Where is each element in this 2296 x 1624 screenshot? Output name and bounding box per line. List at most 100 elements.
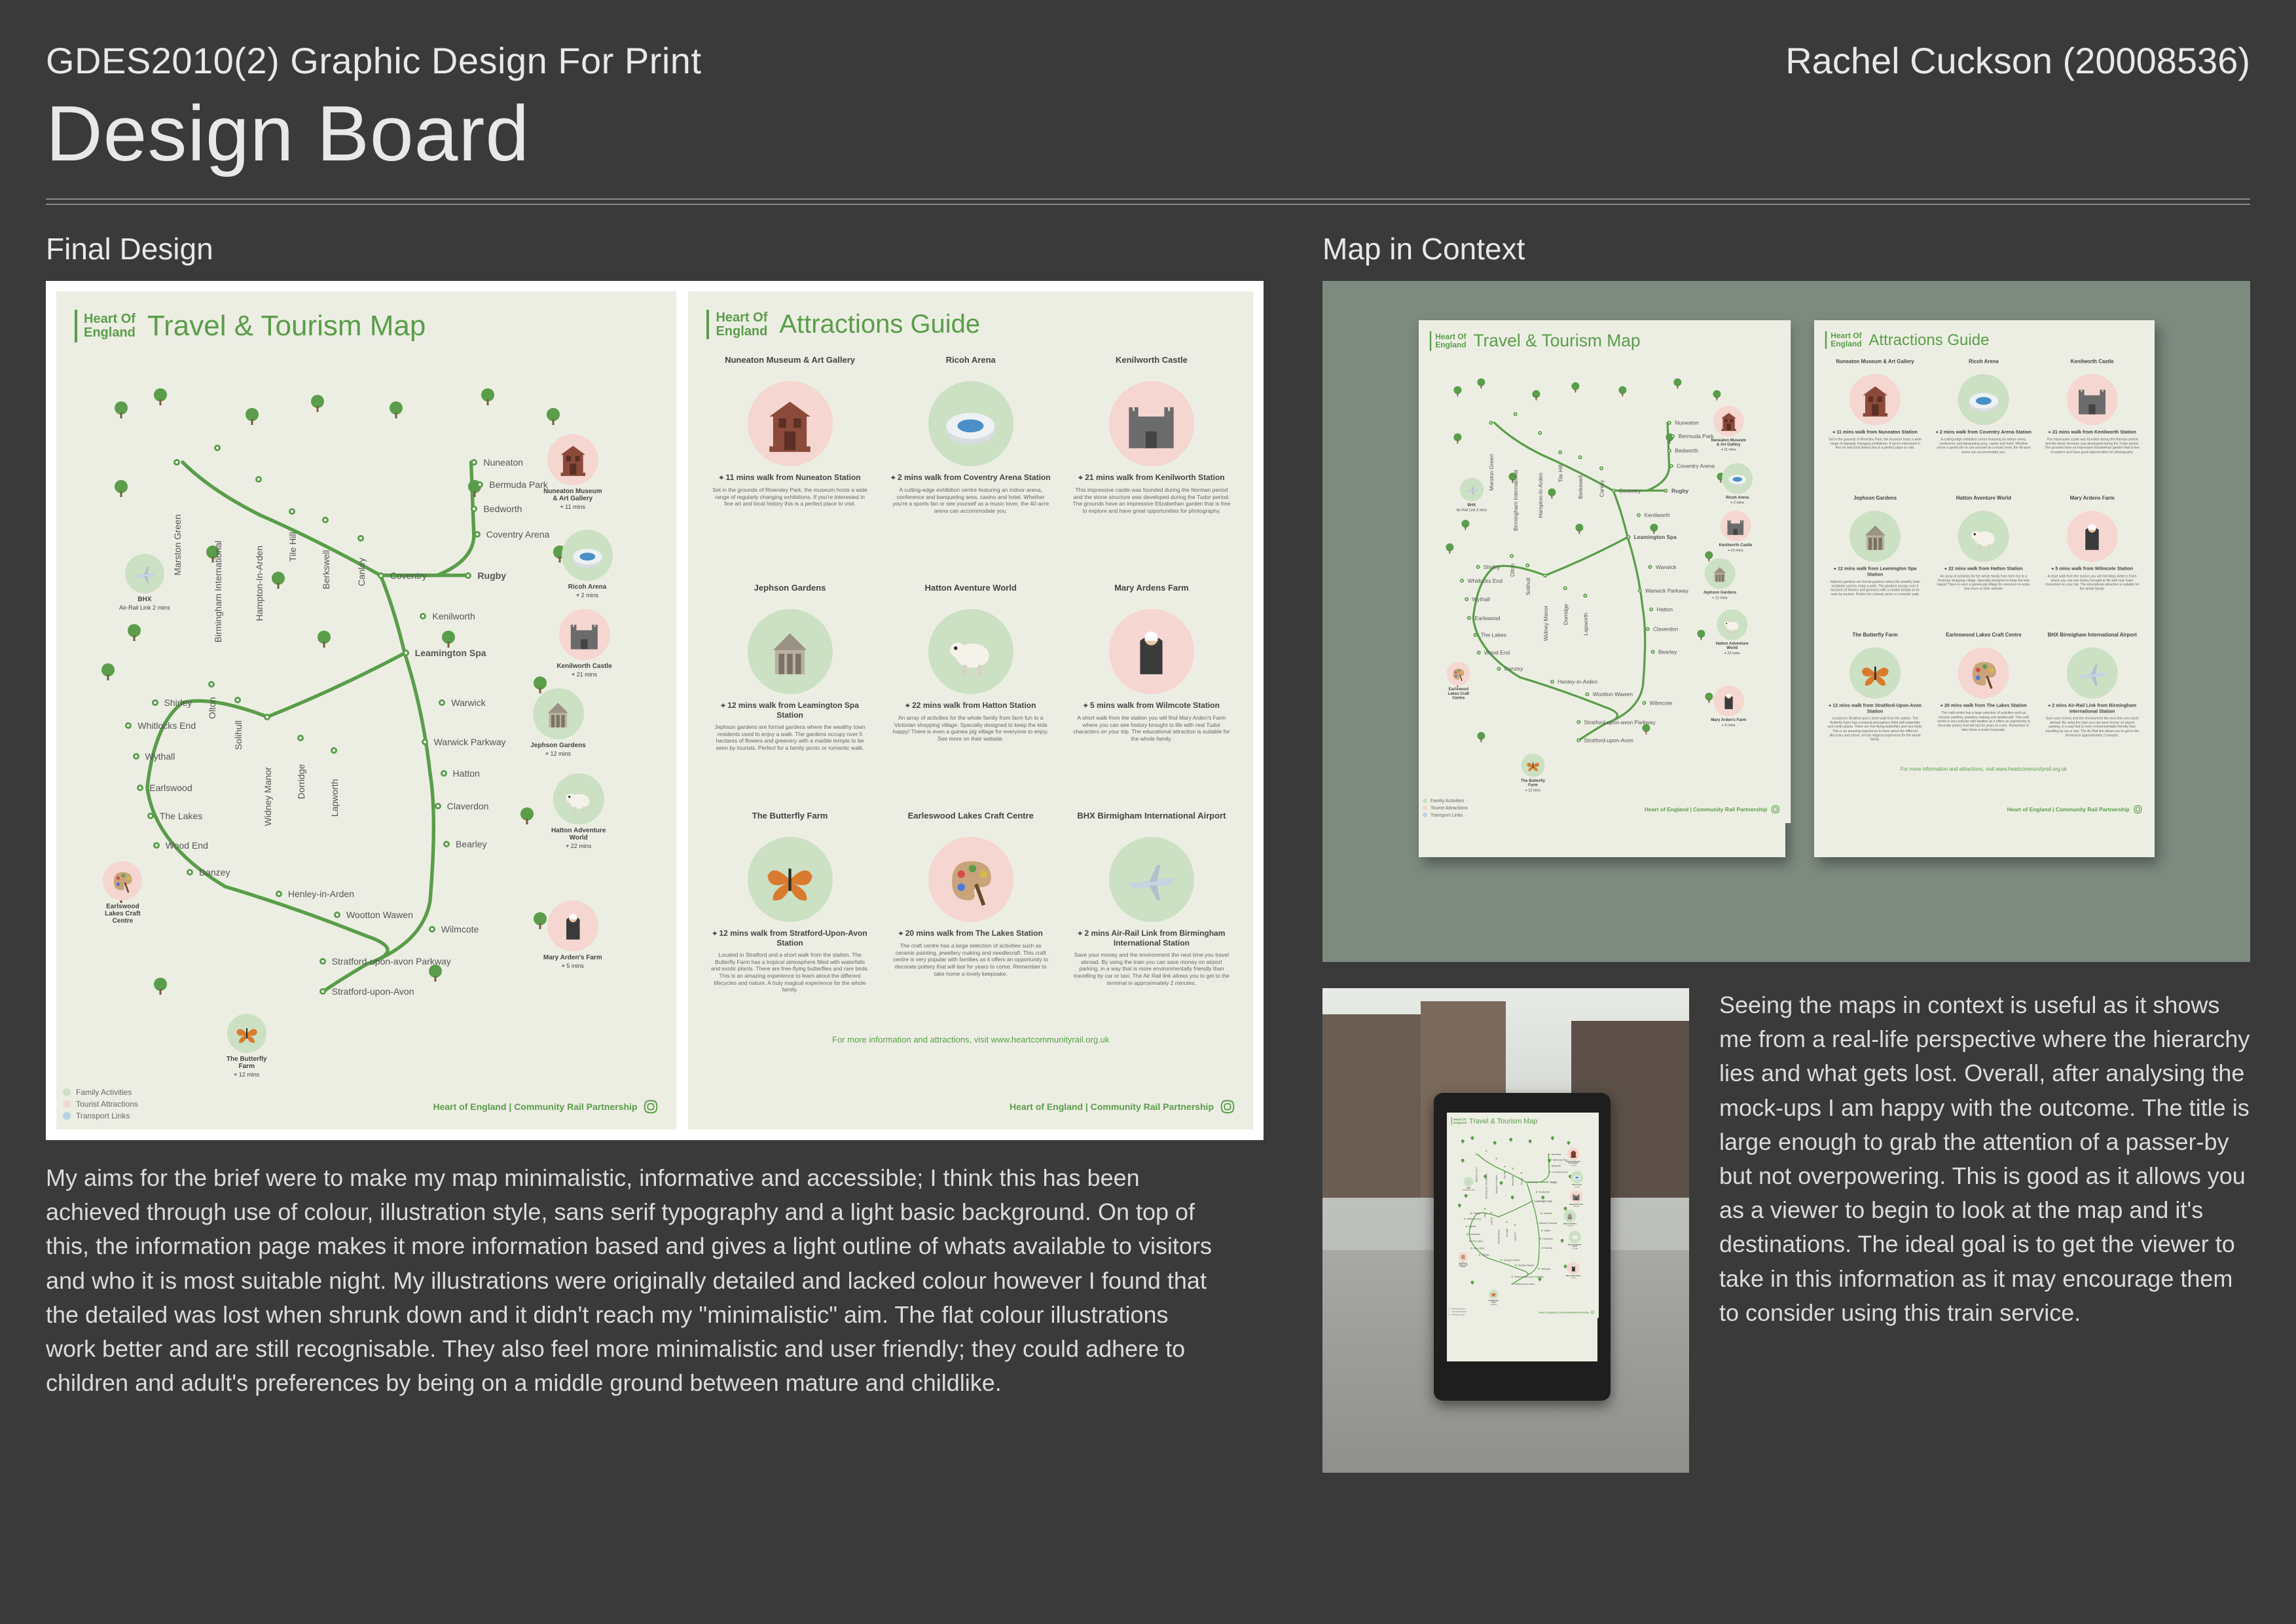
attraction-description: The craft centre has a large selection o…: [888, 942, 1054, 977]
station-label: Hatton: [453, 768, 480, 779]
lamb-icon: [1571, 1232, 1579, 1241]
brand-heart-of-england: Heart Of England: [716, 311, 767, 339]
station-dot: [1645, 627, 1649, 631]
map-callout: The Butterfly Farm⌖ 12 mins: [1487, 1289, 1500, 1305]
attraction-name: BHX Birmigham International Airport: [1077, 811, 1226, 832]
station-label: Birmingham International: [1485, 1173, 1488, 1198]
castle-icon: [1572, 1192, 1580, 1201]
station-label: The Lakes: [1472, 1240, 1483, 1242]
station-dot: [1563, 586, 1567, 590]
station-label: Solihull: [1525, 578, 1531, 595]
attraction-description: A cutting-edge exhibition centre featuri…: [888, 487, 1054, 515]
attractions-guide-poster: Heart Of England Attractions Guide Nunea…: [1814, 320, 2153, 823]
tree-icon: [1528, 1139, 1531, 1143]
station-dot: [1576, 738, 1580, 742]
garden-icon: [1857, 519, 1893, 555]
station-label: Nuneaton: [1552, 1153, 1561, 1156]
station-label: Claverdon: [1652, 626, 1677, 633]
attraction-name: Mary Ardens Farm: [1114, 583, 1189, 604]
attraction-name: Earleswood Lakes Craft Centre: [908, 811, 1034, 832]
attraction-icon-circle: [1958, 648, 2009, 699]
station-label: Tile Hill: [1557, 465, 1563, 483]
map-callout: Earlswood Lakes Craft Centre: [96, 861, 149, 926]
maryarden-icon: [1569, 1264, 1578, 1272]
billboard-poster: Heart Of England Travel & Tourism Map Ma…: [1447, 1113, 1597, 1361]
station-label: Danzey: [199, 867, 230, 877]
station-label: Warwick Parkway: [434, 737, 506, 747]
station-dot: [319, 958, 326, 965]
attraction-description: An array of activities for the whole fam…: [888, 714, 1054, 743]
station-label: Solihull: [1490, 1217, 1493, 1225]
station-label: Claverdon: [1542, 1238, 1553, 1240]
station-dot: [1541, 1230, 1542, 1231]
map-callout: The Butterfly Farm⌖ 12 mins: [1517, 754, 1548, 792]
attraction-description: This impressive castle was founded durin…: [2042, 437, 2142, 454]
station-label: Marston Green: [172, 514, 183, 575]
station-dot: [435, 803, 441, 809]
travel-tourism-map-poster: Heart Of England Travel & Tourism Map Ma…: [56, 291, 676, 1130]
attraction-cell: The Butterfly Farm⌖ 12 mins walk from St…: [1825, 632, 1925, 763]
tree-icon: [428, 965, 443, 979]
page-title: Design Board: [46, 88, 2250, 179]
tree-icon: [1511, 1196, 1514, 1199]
tree-icon: [127, 624, 141, 638]
attraction-walk-time: ⌖ 12 mins walk from Leamington Spa Stati…: [1825, 566, 1925, 577]
station-label: Widney Manor: [1497, 1229, 1500, 1244]
station-dot: [1648, 565, 1652, 569]
tree-icon: [1560, 1239, 1563, 1242]
attraction-cell: Hatton Aventure World⌖ 22 mins walk from…: [1933, 495, 2033, 626]
attraction-description: A cutting-edge exhibition centre featuri…: [1933, 437, 2033, 454]
footer-brand: Heart of England | Community Rail Partne…: [1539, 1310, 1595, 1314]
station-dot: [1649, 608, 1652, 612]
station-dot: [1611, 489, 1615, 492]
station-label: Tile Hill: [1503, 1172, 1506, 1179]
museum-icon: [555, 441, 591, 477]
plane-icon: [1121, 850, 1181, 910]
attraction-cell: The Butterfly Farm⌖ 12 mins walk from St…: [706, 811, 873, 1029]
station-dot: [1467, 1233, 1468, 1234]
attraction-walk-time: ⌖ 21 mins walk from Kenilworth Station: [1078, 473, 1224, 483]
station-label: Whitlocks End: [1467, 1217, 1481, 1220]
attraction-cell: Earleswood Lakes Craft Centre⌖ 20 mins w…: [1933, 632, 2033, 763]
tree-icon: [1551, 1136, 1554, 1139]
lamb-icon: [941, 622, 1000, 682]
station-label: Rugby: [1550, 1181, 1558, 1183]
station-label: Warwick: [1655, 564, 1675, 570]
section-label-context: Map in Context: [1322, 231, 2250, 267]
map-callout: Earlswood Lakes Craft Centre: [1442, 662, 1474, 701]
mini-attractions-poster: Heart Of England Attractions Guide Nunea…: [1814, 320, 2155, 857]
garden-icon: [760, 622, 820, 682]
attraction-cell: Mary Ardens Farm⌖ 5 mins walk from Wilmc…: [2042, 495, 2142, 626]
tree-icon: [1673, 378, 1681, 387]
map-callout: Mary Arden's Farm⌖ 5 mins: [1565, 1262, 1581, 1279]
attraction-description: The craft centre has a large selection o…: [1933, 710, 2033, 731]
garden-icon: [1565, 1211, 1574, 1220]
attraction-cell: Earleswood Lakes Craft Centre⌖ 20 mins w…: [888, 811, 1054, 1029]
legend-row: Tourist Attractions: [63, 1099, 138, 1109]
map-callout: The Butterfly Farm⌖ 12 mins: [221, 1014, 273, 1079]
station-dot: [1576, 720, 1580, 724]
billboard-frame: Heart Of England Travel & Tourism Map Ma…: [1434, 1093, 1611, 1401]
station-label: Shirley: [1483, 564, 1500, 570]
station-label: Wootton Wawen: [346, 910, 413, 920]
map-callout: Ricoh Arena⌖ 2 mins: [556, 530, 619, 599]
attraction-name: Nuneaton Museum & Art Gallery: [725, 355, 855, 376]
station-label: Stratford-upon-avon Parkway: [1584, 719, 1655, 726]
map-callout: Hatton Adventure World⌖ 22 mins: [1713, 610, 1751, 655]
station-label: Lapworth: [1582, 613, 1589, 636]
wall-mockup: Heart Of England Travel & Tourism Map Ma…: [1322, 281, 2250, 962]
attraction-name: Ricoh Arena: [946, 355, 996, 376]
arena-icon: [570, 538, 606, 574]
station-dot: [441, 770, 447, 777]
attraction-name: BHX Birmigham International Airport: [2047, 632, 2136, 644]
station-label: Rugby: [1671, 487, 1688, 494]
tree-icon: [1476, 378, 1485, 387]
travel-tourism-map-poster: Heart Of England Travel & Tourism Map Ma…: [1419, 320, 1791, 823]
station-label: Henley-in-Arden: [1504, 1259, 1520, 1261]
attraction-walk-time: ⌖ 11 mins walk from Nuneaton Station: [1832, 429, 1918, 435]
street-billboard-mockup: Heart Of England Travel & Tourism Map Ma…: [1322, 988, 1689, 1473]
palette-icon: [109, 867, 136, 895]
station-label: Wood End: [166, 840, 208, 851]
station-dot: [147, 813, 154, 819]
tree-icon: [1453, 434, 1461, 442]
